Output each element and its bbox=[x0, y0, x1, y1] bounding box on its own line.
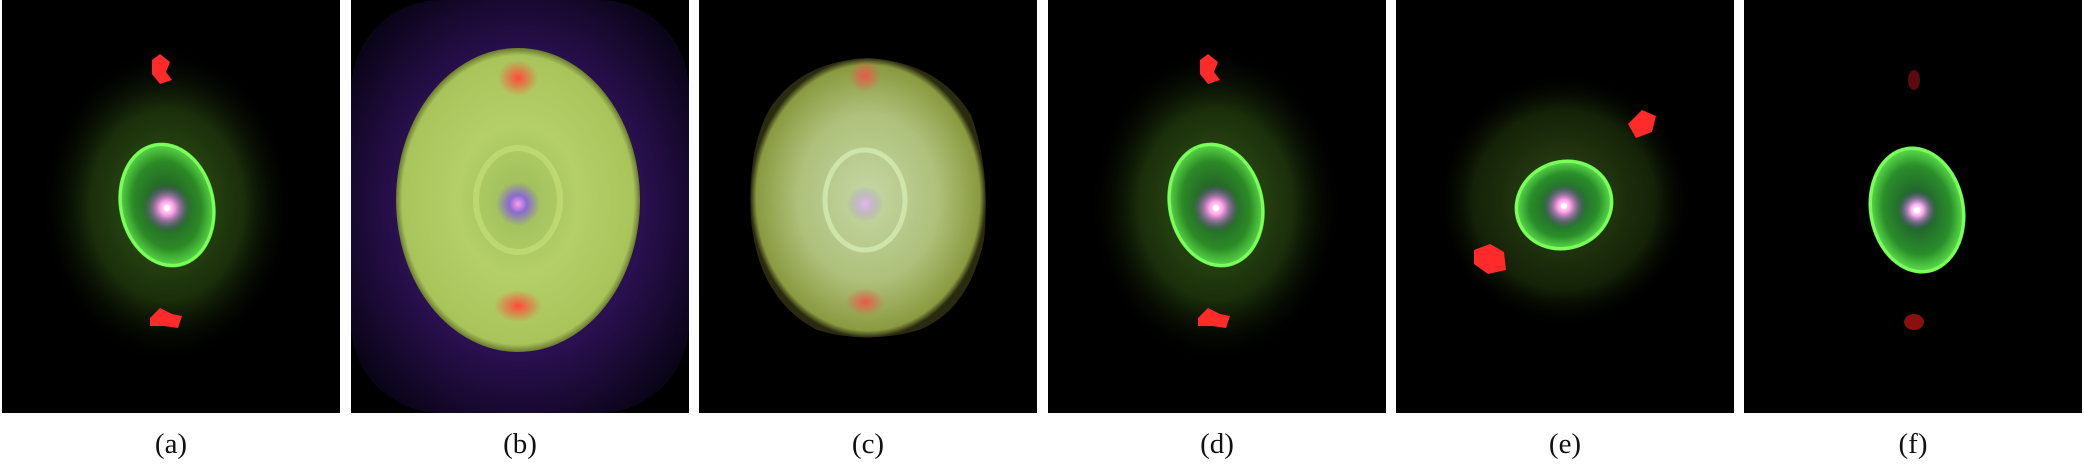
caption-e: (e) bbox=[1548, 428, 1582, 460]
caption-d: (d) bbox=[1200, 428, 1234, 460]
caption-a: (a) bbox=[154, 428, 188, 460]
panel-a-image bbox=[2, 0, 340, 413]
caption-f: (f) bbox=[1898, 428, 1928, 460]
caption-c: (c) bbox=[851, 428, 885, 460]
panel-d-image bbox=[1048, 0, 1386, 413]
panel-b-image bbox=[351, 0, 689, 413]
caption-b: (b) bbox=[503, 428, 537, 460]
panel-e-image bbox=[1396, 0, 1734, 413]
panel-f-image bbox=[1744, 0, 2082, 413]
panel-c-image bbox=[699, 0, 1037, 413]
